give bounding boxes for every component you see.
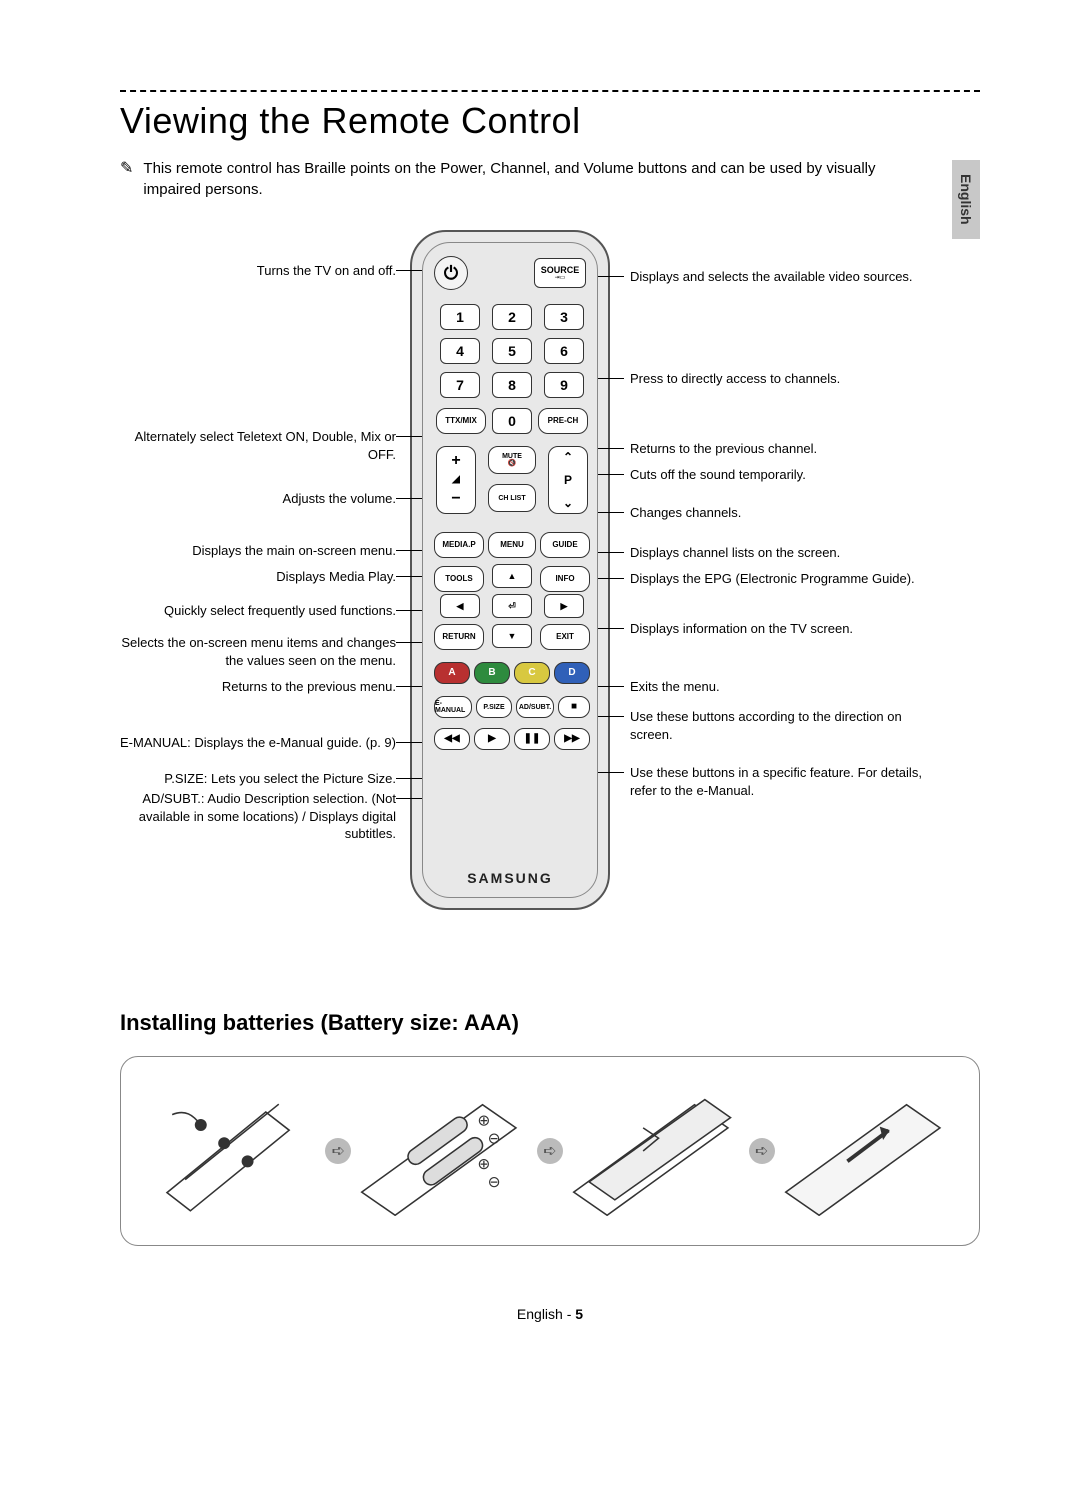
power-button[interactable]: ⏻ xyxy=(434,256,468,290)
brand-label: SAMSUNG xyxy=(412,870,608,886)
num-0[interactable]: 0 xyxy=(492,408,532,434)
page-title: Viewing the Remote Control xyxy=(120,100,980,142)
psize-button[interactable]: P.SIZE xyxy=(476,696,512,718)
color-d-button[interactable]: D xyxy=(554,662,590,684)
mute-button[interactable]: MUTE🔇 xyxy=(488,446,536,474)
callout-right: Displays channel lists on the screen. xyxy=(630,544,930,562)
remote-diagram: Turns the TV on and off.Alternately sele… xyxy=(120,230,980,970)
callout-right: Displays and selects the available video… xyxy=(630,268,930,286)
prech-button[interactable]: PRE-CH xyxy=(538,408,588,434)
adsubt-button[interactable]: AD/SUBT. xyxy=(516,696,554,718)
emanual-button[interactable]: E-MANUAL xyxy=(434,696,472,718)
ch-down-icon: ⌄ xyxy=(563,497,573,509)
num-6[interactable]: 6 xyxy=(544,338,584,364)
vol-up-icon: + xyxy=(451,453,460,469)
callout-right: Changes channels. xyxy=(630,504,930,522)
footer-page: 5 xyxy=(575,1306,583,1322)
forward-button[interactable]: ▶▶ xyxy=(554,728,590,750)
callout-left: Displays the main on-screen menu. xyxy=(116,542,396,560)
color-b-button[interactable]: B xyxy=(474,662,510,684)
num-2[interactable]: 2 xyxy=(492,304,532,330)
num-4[interactable]: 4 xyxy=(440,338,480,364)
stop-button[interactable]: ■ xyxy=(558,696,590,718)
callout-right: Cuts off the sound temporarily. xyxy=(630,466,930,484)
page-footer: English - 5 xyxy=(120,1306,980,1322)
callout-right: Displays the EPG (Electronic Programme G… xyxy=(630,570,930,588)
num-1[interactable]: 1 xyxy=(440,304,480,330)
dashed-rule xyxy=(120,90,980,92)
menu-button[interactable]: MENU xyxy=(488,532,536,558)
battery-heading: Installing batteries (Battery size: AAA) xyxy=(120,1010,980,1036)
battery-step-2: ⊕ ⊖ ⊕ ⊖ xyxy=(354,1086,534,1216)
callout-left: Displays Media Play. xyxy=(116,568,396,586)
note-text: This remote control has Braille points o… xyxy=(143,158,880,200)
remote-body: ⏻ SOURCE ⇥▭ 1 2 3 4 5 6 7 8 9 TTX/MIX 0 … xyxy=(410,230,610,910)
num-7[interactable]: 7 xyxy=(440,372,480,398)
rewind-button[interactable]: ◀◀ xyxy=(434,728,470,750)
braille-note: ✎ This remote control has Braille points… xyxy=(120,158,880,200)
vol-down-icon: − xyxy=(451,491,460,507)
battery-step-3 xyxy=(566,1086,746,1216)
mediap-button[interactable]: MEDIA.P xyxy=(434,532,484,558)
callout-left: Alternately select Teletext ON, Double, … xyxy=(116,428,396,463)
volume-rocker[interactable]: + ◢ − xyxy=(436,446,476,514)
tools-button[interactable]: TOOLS xyxy=(434,566,484,592)
step-arrow-icon: ➪ xyxy=(749,1138,775,1164)
battery-steps: ➪ ⊕ ⊖ ⊕ ⊖ ➪ ➪ xyxy=(120,1056,980,1246)
note-icon: ✎ xyxy=(120,158,133,200)
return-button[interactable]: RETURN xyxy=(434,624,484,650)
nav-down[interactable]: ▼ xyxy=(492,624,532,648)
battery-step-4 xyxy=(778,1086,958,1216)
callout-left: P.SIZE: Lets you select the Picture Size… xyxy=(116,770,396,788)
p-label: P xyxy=(564,474,572,486)
svg-text:⊖: ⊖ xyxy=(488,1130,501,1147)
guide-button[interactable]: GUIDE xyxy=(540,532,590,558)
battery-step-1 xyxy=(142,1086,322,1216)
source-icon: ⇥▭ xyxy=(555,275,566,281)
language-tab: English xyxy=(952,160,980,239)
pause-button[interactable]: ❚❚ xyxy=(514,728,550,750)
num-9[interactable]: 9 xyxy=(544,372,584,398)
callout-left: Selects the on-screen menu items and cha… xyxy=(116,634,396,669)
step-arrow-icon: ➪ xyxy=(537,1138,563,1164)
nav-left[interactable]: ◀ xyxy=(440,594,480,618)
callout-left: AD/SUBT.: Audio Description selection. (… xyxy=(116,790,396,843)
nav-up[interactable]: ▲ xyxy=(492,564,532,588)
ttxmix-button[interactable]: TTX/MIX xyxy=(436,408,486,434)
step-arrow-icon: ➪ xyxy=(325,1138,351,1164)
callout-left: Quickly select frequently used functions… xyxy=(116,602,396,620)
play-button[interactable]: ▶ xyxy=(474,728,510,750)
exit-button[interactable]: EXIT xyxy=(540,624,590,650)
callout-right: Use these buttons in a specific feature.… xyxy=(630,764,930,799)
callout-right: Displays information on the TV screen. xyxy=(630,620,930,638)
chlist-button[interactable]: CH LIST xyxy=(488,484,536,512)
callout-right: Press to directly access to channels. xyxy=(630,370,930,388)
callout-left: Adjusts the volume. xyxy=(116,490,396,508)
color-a-button[interactable]: A xyxy=(434,662,470,684)
callout-left: E-MANUAL: Displays the e-Manual guide. (… xyxy=(116,734,396,752)
callout-left: Returns to the previous menu. xyxy=(116,678,396,696)
callout-right: Returns to the previous channel. xyxy=(630,440,930,458)
callout-left: Turns the TV on and off. xyxy=(116,262,396,280)
ch-up-icon: ⌃ xyxy=(563,451,573,463)
callout-right: Exits the menu. xyxy=(630,678,930,696)
nav-enter[interactable]: ⏎ xyxy=(492,594,532,618)
num-3[interactable]: 3 xyxy=(544,304,584,330)
color-c-button[interactable]: C xyxy=(514,662,550,684)
callout-right: Use these buttons according to the direc… xyxy=(630,708,930,743)
info-button[interactable]: INFO xyxy=(540,566,590,592)
source-label: SOURCE xyxy=(541,266,580,275)
svg-text:⊖: ⊖ xyxy=(488,1174,501,1191)
svg-text:⊕: ⊕ xyxy=(478,1156,491,1173)
num-8[interactable]: 8 xyxy=(492,372,532,398)
nav-right[interactable]: ▶ xyxy=(544,594,584,618)
footer-lang: English xyxy=(517,1306,563,1322)
source-button[interactable]: SOURCE ⇥▭ xyxy=(534,258,586,288)
channel-rocker[interactable]: ⌃ P ⌄ xyxy=(548,446,588,514)
svg-text:⊕: ⊕ xyxy=(478,1112,491,1129)
num-5[interactable]: 5 xyxy=(492,338,532,364)
